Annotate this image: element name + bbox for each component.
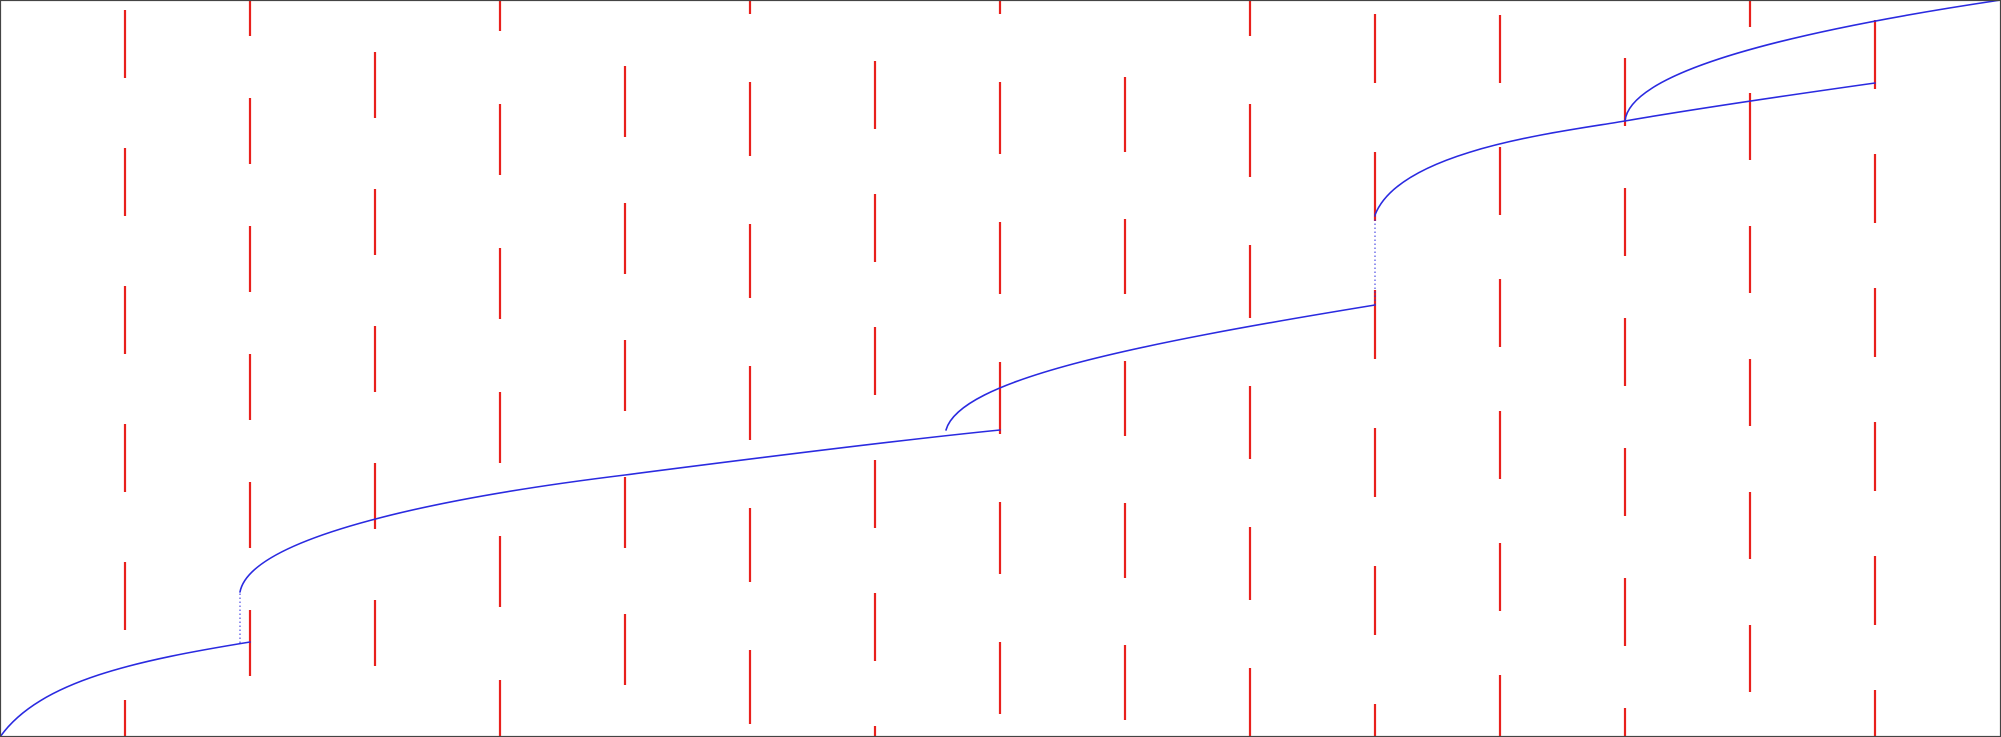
trajectory-segment: [0, 641, 251, 737]
trajectory-segment: [945, 304, 1376, 431]
obstacle-grid: [123, 0, 1877, 737]
trajectory-segment: [239, 429, 1001, 593]
trajectory-segment: [1624, 0, 2001, 122]
